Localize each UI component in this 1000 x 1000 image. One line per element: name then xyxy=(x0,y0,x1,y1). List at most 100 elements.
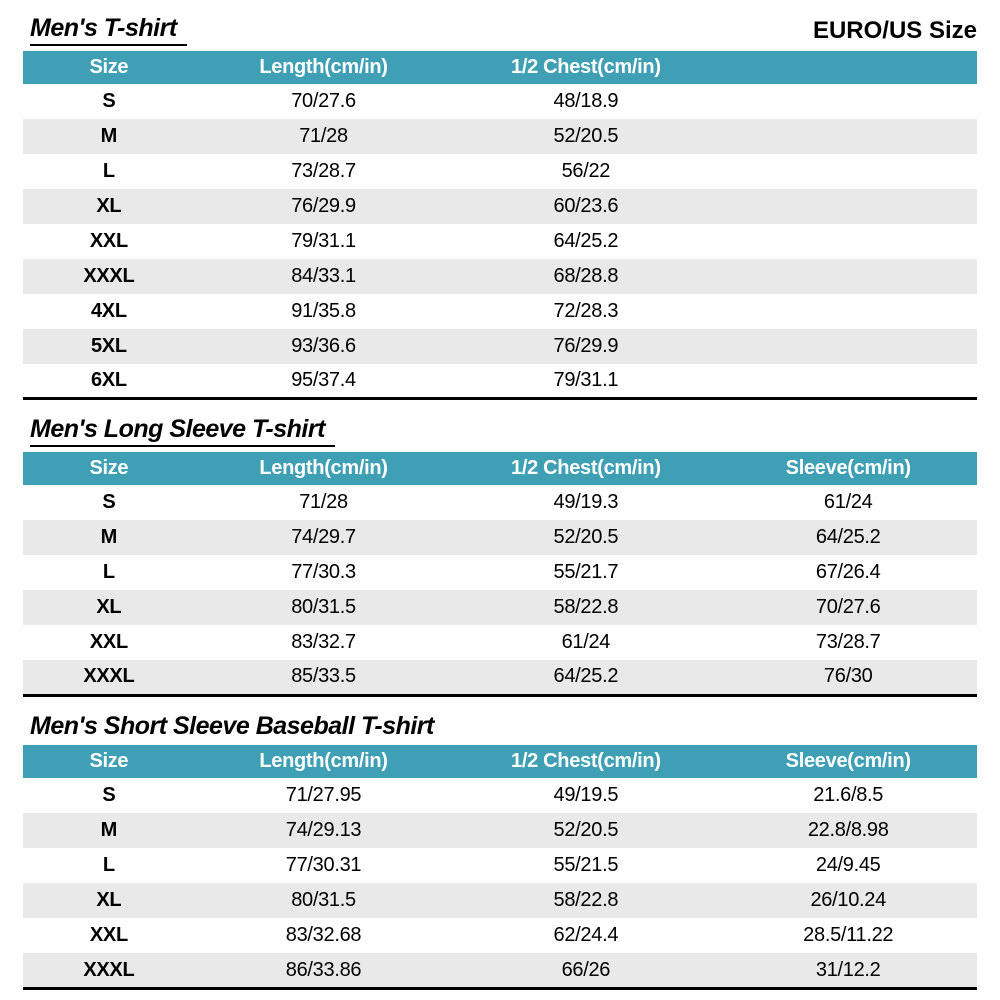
value-cell: 91/35.8 xyxy=(194,293,453,329)
table-row: XXL 83/32.68 62/24.4 28.5/11.22 xyxy=(23,918,977,954)
value-cell xyxy=(719,258,977,294)
value-cell xyxy=(719,83,977,119)
value-cell xyxy=(719,363,977,399)
header-cell: Size xyxy=(23,452,195,485)
size-cell: S xyxy=(23,485,195,520)
value-cell: 28.5/11.22 xyxy=(719,918,977,954)
table-row: L 73/28.7 56/22 xyxy=(23,153,977,189)
table-row: XXL 83/32.7 61/24 73/28.7 xyxy=(23,625,977,660)
table-row: XXXL 86/33.86 66/26 31/12.2 xyxy=(23,953,977,989)
value-cell: 24/9.45 xyxy=(719,848,977,884)
value-cell: 64/25.2 xyxy=(452,660,720,695)
value-cell xyxy=(719,293,977,329)
value-cell: 95/37.4 xyxy=(194,363,453,399)
table-row: M 74/29.13 52/20.5 22.8/8.98 xyxy=(23,813,977,849)
value-cell: 70/27.6 xyxy=(719,590,977,625)
value-cell xyxy=(719,223,977,259)
value-cell: 52/20.5 xyxy=(452,520,720,555)
header-cell: 1/2 Chest(cm/in) xyxy=(452,452,720,485)
size-cell: XXXL xyxy=(23,953,195,989)
table-row: 6XL 95/37.4 79/31.1 xyxy=(23,363,977,399)
size-cell: S xyxy=(23,778,195,814)
table-row: M 71/28 52/20.5 xyxy=(23,118,977,154)
header-row: Size Length(cm/in) 1/2 Chest(cm/in) xyxy=(23,50,977,84)
size-cell: 4XL xyxy=(23,293,195,329)
size-cell: S xyxy=(23,83,195,119)
value-cell: 61/24 xyxy=(719,485,977,520)
size-cell: XXXL xyxy=(23,660,195,695)
value-cell: 71/28 xyxy=(194,485,453,520)
value-cell: 77/30.3 xyxy=(194,555,453,590)
value-cell: 86/33.86 xyxy=(194,953,453,989)
value-cell: 68/28.8 xyxy=(452,258,720,294)
header-cell: Length(cm/in) xyxy=(194,745,453,779)
value-cell: 61/24 xyxy=(452,625,720,660)
table-row: XL 80/31.5 58/22.8 70/27.6 xyxy=(23,590,977,625)
value-cell: 74/29.13 xyxy=(194,813,453,849)
table-row: M 74/29.7 52/20.5 64/25.2 xyxy=(23,520,977,555)
header-row: Size Length(cm/in) 1/2 Chest(cm/in) Sleeve(… xyxy=(23,745,977,779)
value-cell: 48/18.9 xyxy=(452,83,720,119)
table-body: S 70/27.6 48/18.9 M 71/28 52/20.5 L 73/28.7 56/2… xyxy=(23,83,977,399)
size-cell: L xyxy=(23,153,195,189)
value-cell: 71/28 xyxy=(194,118,453,154)
size-cell: XXL xyxy=(23,223,195,259)
header-cell: Size xyxy=(23,50,195,84)
value-cell: 83/32.68 xyxy=(194,918,453,954)
value-cell: 76/30 xyxy=(719,660,977,695)
size-cell: M xyxy=(23,118,195,154)
size-cell: XXL xyxy=(23,625,195,660)
size-cell: L xyxy=(23,848,195,884)
value-cell: 56/22 xyxy=(452,153,720,189)
table-row: 4XL 91/35.8 72/28.3 xyxy=(23,293,977,329)
table-head: Size Length(cm/in) 1/2 Chest(cm/in) xyxy=(23,50,977,84)
table-title-row: Men's T-shirt EURO/US Size xyxy=(23,14,977,46)
value-cell: 21.6/8.5 xyxy=(719,778,977,814)
value-cell: 64/25.2 xyxy=(719,520,977,555)
value-cell: 64/25.2 xyxy=(452,223,720,259)
table-row: XL 76/29.9 60/23.6 xyxy=(23,188,977,224)
table-row: XL 80/31.5 58/22.8 26/10.24 xyxy=(23,883,977,919)
size-cell: M xyxy=(23,520,195,555)
header-cell: Size xyxy=(23,745,195,779)
value-cell: 49/19.3 xyxy=(452,485,720,520)
size-table-section: Men's Short Sleeve Baseball T-shirt Size L… xyxy=(23,712,977,990)
value-cell: 71/27.95 xyxy=(194,778,453,814)
value-cell: 79/31.1 xyxy=(452,363,720,399)
value-cell: 83/32.7 xyxy=(194,625,453,660)
size-table-section: Men's T-shirt EURO/US Size Size Length(cm/i… xyxy=(23,14,977,401)
table-row: XXXL 84/33.1 68/28.8 xyxy=(23,258,977,294)
value-cell: 67/26.4 xyxy=(719,555,977,590)
header-cell: Length(cm/in) xyxy=(194,452,453,485)
value-cell: 52/20.5 xyxy=(452,813,720,849)
value-cell: 58/22.8 xyxy=(452,883,720,919)
size-cell: 5XL xyxy=(23,328,195,364)
size-cell: M xyxy=(23,813,195,849)
value-cell: 58/22.8 xyxy=(452,590,720,625)
table-row: S 70/27.6 48/18.9 xyxy=(23,83,977,119)
header-cell xyxy=(719,50,977,84)
value-cell: 76/29.9 xyxy=(452,328,720,364)
size-cell: 6XL xyxy=(23,363,195,399)
value-cell xyxy=(719,328,977,364)
value-cell: 55/21.7 xyxy=(452,555,720,590)
size-cell: XXL xyxy=(23,918,195,954)
table-body: S 71/27.95 49/19.5 21.6/8.5 M 74/29.13 52/20.5… xyxy=(23,778,977,989)
value-cell: 85/33.5 xyxy=(194,660,453,695)
value-cell xyxy=(719,153,977,189)
value-cell: 93/36.6 xyxy=(194,328,453,364)
size-cell: XL xyxy=(23,590,195,625)
table-head: Size Length(cm/in) 1/2 Chest(cm/in) Sleeve(… xyxy=(23,452,977,485)
value-cell: 73/28.7 xyxy=(719,625,977,660)
size-cell: XXXL xyxy=(23,258,195,294)
table-row: 5XL 93/36.6 76/29.9 xyxy=(23,328,977,364)
value-cell: 60/23.6 xyxy=(452,188,720,224)
header-cell: Sleeve(cm/in) xyxy=(719,452,977,485)
size-standard-label: EURO/US Size xyxy=(812,16,977,44)
header-row: Size Length(cm/in) 1/2 Chest(cm/in) Sleeve(… xyxy=(23,452,977,485)
table-head: Size Length(cm/in) 1/2 Chest(cm/in) Sleeve(… xyxy=(23,745,977,779)
value-cell: 66/26 xyxy=(452,953,720,989)
table-row: L 77/30.3 55/21.7 67/26.4 xyxy=(23,555,977,590)
table-title-row: Men's Long Sleeve T-shirt xyxy=(23,415,977,447)
table-row: XXL 79/31.1 64/25.2 xyxy=(23,223,977,259)
